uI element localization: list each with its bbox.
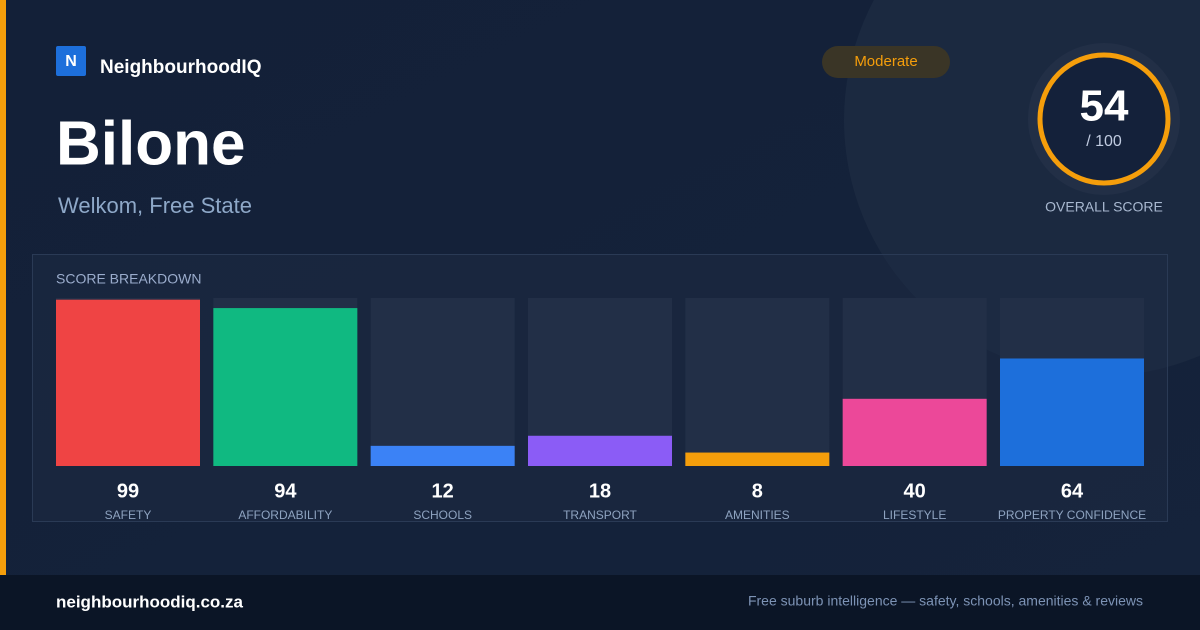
- footer-tagline: Free suburb intelligence — safety, schoo…: [748, 593, 1143, 609]
- chart-title: SCORE BREAKDOWN: [56, 271, 201, 287]
- score-max: / 100: [1086, 133, 1122, 150]
- bar: [685, 452, 830, 466]
- bar: [528, 435, 672, 466]
- bar: [370, 445, 515, 466]
- value-label: 8: [752, 480, 763, 502]
- value-label: 99: [117, 480, 139, 502]
- category-label: AFFORDABILITY: [238, 508, 332, 522]
- category-label: PROPERTY CONFIDENCE: [998, 508, 1146, 522]
- bar-track: [370, 298, 515, 466]
- value-label: 64: [1061, 480, 1084, 502]
- suburb-title: Bilone: [56, 109, 245, 178]
- bar: [842, 398, 987, 466]
- brand: NeighbourhoodIQ: [100, 57, 261, 78]
- value-label: 12: [432, 480, 454, 502]
- badge-text: Moderate: [854, 53, 917, 70]
- logo-letter: N: [65, 53, 77, 70]
- bar: [56, 299, 200, 466]
- score-ring: [1037, 52, 1171, 186]
- logo: [56, 46, 86, 76]
- score-label: OVERALL SCORE: [1045, 199, 1163, 215]
- value-label: 18: [589, 480, 611, 502]
- category-label: SAFETY: [105, 508, 152, 522]
- value-label: 40: [904, 480, 926, 502]
- category-label: SCHOOLS: [413, 508, 472, 522]
- badge: [822, 46, 950, 78]
- score-value: 54: [1080, 82, 1129, 131]
- bar: [1000, 358, 1144, 466]
- bar: [213, 308, 358, 466]
- value-label: 94: [274, 480, 297, 502]
- bar-track: [685, 298, 830, 466]
- category-label: TRANSPORT: [563, 508, 637, 522]
- footer-site: neighbourhoodiq.co.za: [56, 592, 244, 611]
- location: Welkom, Free State: [58, 193, 252, 218]
- accent-stripe: [0, 0, 6, 575]
- category-label: LIFESTYLE: [883, 508, 946, 522]
- bars: 99 SAFETY 94 AFFORDABILITY 12 SCHOOLS 18 TRANSP…: [56, 298, 1146, 522]
- category-label: AMENITIES: [725, 508, 790, 522]
- footer: [0, 575, 1200, 630]
